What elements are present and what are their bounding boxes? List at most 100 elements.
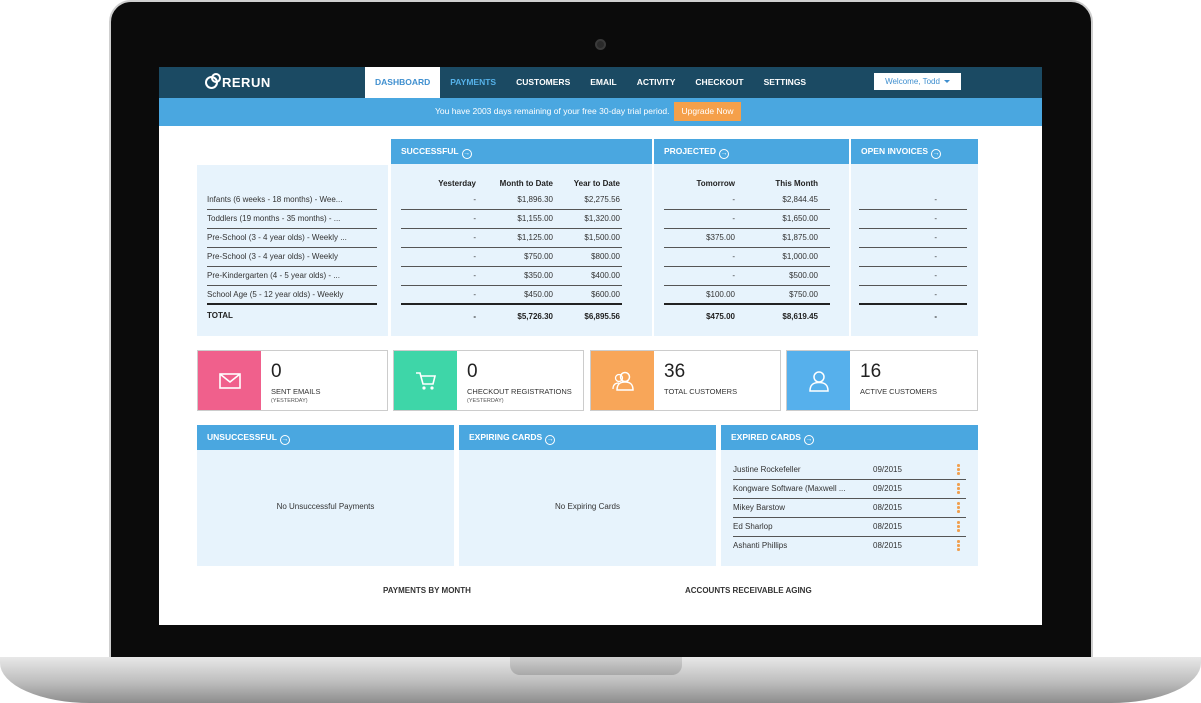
table-cell: - (732, 214, 735, 223)
stat-card-active-customers[interactable]: 16 ACTIVE CUSTOMERS (786, 350, 978, 411)
table-row: - (859, 267, 967, 286)
total-cell: $6,895.56 (584, 312, 620, 321)
laptop-notch (510, 657, 682, 675)
arrow-right-circle-icon: → (718, 149, 729, 159)
open-invoices-panel: OPEN INVOICES → - - - - - - - (851, 139, 978, 336)
stat-card-checkout-registrations[interactable]: 0 CHECKOUT REGISTRATIONS (YESTERDAY) (393, 350, 584, 411)
brand-logo[interactable]: RERUN (205, 73, 271, 90)
list-item[interactable]: Ashanti Phillips 08/2015 (733, 537, 966, 556)
nav-customers[interactable]: CUSTOMERS (516, 77, 571, 87)
expiring-cards-panel: EXPIRING CARDS → No Expiring Cards (459, 425, 716, 566)
nav-email[interactable]: EMAIL (590, 77, 617, 87)
arrow-right-circle-icon: → (461, 149, 472, 159)
table-row: - (859, 248, 967, 267)
expiry-date: 09/2015 (873, 465, 902, 474)
table-cell: $400.00 (591, 271, 620, 280)
expiring-cards-title: EXPIRING CARDS (469, 432, 543, 442)
col-header-year-to-date: Year to Date (573, 179, 620, 188)
table-row: - $1,896.30 $2,275.56 (401, 191, 622, 210)
unsuccessful-header[interactable]: UNSUCCESSFUL → (197, 425, 454, 450)
program-row: Pre-School (3 - 4 year olds) - Weekly ..… (207, 229, 377, 248)
unsuccessful-title: UNSUCCESSFUL (207, 432, 277, 442)
table-cell: $750.00 (524, 252, 553, 261)
col-header-this-month: This Month (775, 179, 818, 188)
total-cell: $5,726.30 (517, 312, 553, 321)
kebab-menu-icon[interactable] (957, 483, 960, 495)
list-item[interactable]: Ed Sharlop 08/2015 (733, 518, 966, 537)
table-row: $375.00 $1,875.00 (664, 229, 830, 248)
nav-dashboard[interactable]: DASHBOARD (365, 67, 441, 98)
list-item[interactable]: Mikey Barstow 08/2015 (733, 499, 966, 518)
empty-message: No Unsuccessful Payments (276, 502, 375, 511)
unsuccessful-panel: UNSUCCESSFUL → No Unsuccessful Payments (197, 425, 454, 566)
table-cell: $1,000.00 (782, 252, 818, 261)
expired-cards-header[interactable]: EXPIRED CARDS → (721, 425, 978, 450)
expiry-date: 08/2015 (873, 541, 902, 550)
customer-name: Ashanti Phillips (733, 541, 788, 550)
open-invoices-header[interactable]: OPEN INVOICES → (851, 139, 978, 164)
table-cell: $2,844.45 (782, 195, 818, 204)
table-cell: $1,320.00 (584, 214, 620, 223)
stat-value: 16 (860, 361, 882, 382)
customer-name: Justine Rockefeller (733, 465, 801, 474)
table-cell: $100.00 (706, 290, 735, 299)
table-cell: - (473, 195, 476, 204)
stat-icon-box (591, 351, 654, 410)
expiring-cards-header[interactable]: EXPIRING CARDS → (459, 425, 716, 450)
table-row: - $1,650.00 (664, 210, 830, 229)
user-icon (808, 370, 829, 392)
nav-activity[interactable]: ACTIVITY (636, 77, 676, 87)
table-cell: $1,500.00 (584, 233, 620, 242)
customer-name: Kongware Software (Maxwell ... (733, 484, 846, 493)
projected-header[interactable]: PROJECTED → (654, 139, 849, 164)
cart-icon (415, 371, 436, 390)
col-header-yesterday: Yesterday (438, 179, 476, 188)
kebab-menu-icon[interactable] (957, 464, 960, 476)
table-row: - $1,125.00 $1,500.00 (401, 229, 622, 248)
trial-message: You have 2003 days remaining of your fre… (435, 106, 670, 116)
table-cell: - (934, 214, 937, 223)
expiry-date: 08/2015 (873, 522, 902, 531)
table-cell: $1,896.30 (517, 195, 553, 204)
successful-header[interactable]: SUCCESSFUL → (391, 139, 652, 164)
table-row: $100.00 $750.00 (664, 286, 830, 305)
list-item[interactable]: Justine Rockefeller 09/2015 (733, 461, 966, 480)
list-item[interactable]: Kongware Software (Maxwell ... 09/2015 (733, 480, 966, 499)
payments-by-month-title: PAYMENTS BY MONTH (383, 586, 471, 595)
table-cell: $1,650.00 (782, 214, 818, 223)
col-header-tomorrow: Tomorrow (696, 179, 735, 188)
brand-name: RERUN (222, 75, 271, 90)
table-cell: $450.00 (524, 290, 553, 299)
arrow-right-circle-icon: → (279, 435, 290, 445)
table-row: - $500.00 (664, 267, 830, 286)
kebab-menu-icon[interactable] (957, 521, 960, 533)
table-cell: - (732, 271, 735, 280)
table-row: - $2,844.45 (664, 191, 830, 210)
nav-settings[interactable]: SETTINGS (763, 77, 807, 87)
table-cell: - (732, 252, 735, 261)
user-menu-button[interactable]: Welcome, Todd (874, 73, 961, 90)
total-cell: - (934, 312, 937, 321)
nav-payments[interactable]: PAYMENTS (450, 77, 497, 87)
upgrade-now-button[interactable]: Upgrade Now (674, 102, 741, 121)
stat-card-total-customers[interactable]: 36 TOTAL CUSTOMERS (590, 350, 781, 411)
rerun-logo-icon (205, 73, 221, 89)
program-row: Pre-Kindergarten (4 - 5 year olds) - ... (207, 267, 377, 286)
envelope-icon (218, 372, 241, 389)
table-cell: $800.00 (591, 252, 620, 261)
total-cell: - (473, 312, 476, 321)
stat-icon-box (787, 351, 850, 410)
kebab-menu-icon[interactable] (957, 502, 960, 514)
stat-value: 0 (467, 361, 478, 382)
successful-panel: SUCCESSFUL → Yesterday Month to Date Year… (391, 139, 652, 336)
nav-checkout[interactable]: CHECKOUT (695, 77, 744, 87)
arrow-right-circle-icon: → (545, 435, 556, 445)
table-cell: $750.00 (789, 290, 818, 299)
projected-title: PROJECTED (664, 146, 716, 156)
table-row: - (859, 229, 967, 248)
arrow-right-circle-icon: → (931, 149, 942, 159)
kebab-menu-icon[interactable] (957, 540, 960, 552)
stat-card-sent-emails[interactable]: 0 SENT EMAILS (YESTERDAY) (197, 350, 388, 411)
table-cell: - (934, 233, 937, 242)
col-header-month-to-date: Month to Date (499, 179, 553, 188)
